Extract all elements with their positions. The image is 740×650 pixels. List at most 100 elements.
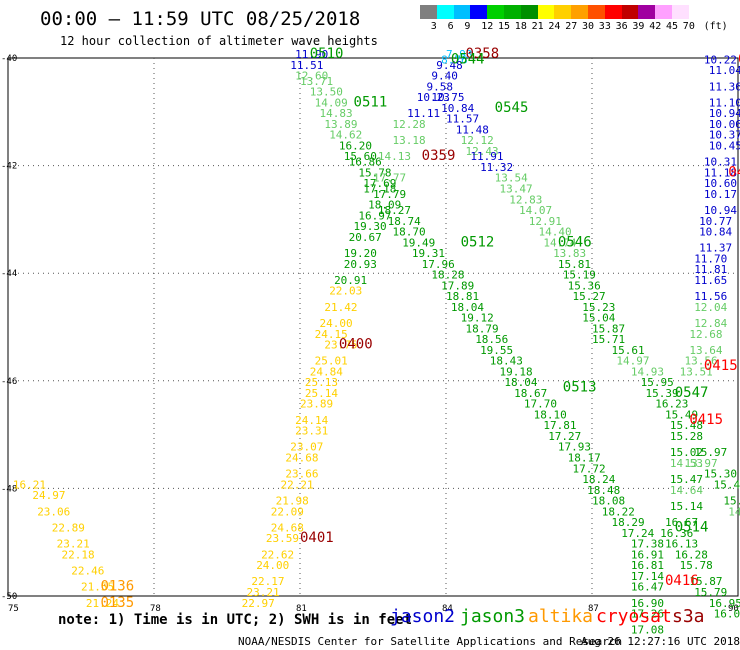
track-time-label: 0415 <box>689 412 723 428</box>
swh-value: 13.71 <box>300 75 333 88</box>
colorbar-label: 9 <box>464 21 471 32</box>
swh-value: 11.10 <box>709 96 740 109</box>
swh-value: 18.81 <box>446 290 479 303</box>
colorbar-swatch <box>436 5 454 19</box>
swh-value: 15.36 <box>568 279 601 292</box>
swh-value: 22.17 <box>251 575 284 588</box>
swh-value: 16.67 <box>665 516 698 529</box>
colorbar-swatch <box>537 5 555 19</box>
colorbar-label: 36 <box>615 21 628 32</box>
track-time-label: 0546 <box>558 234 592 250</box>
swh-value: 18.70 <box>392 226 425 239</box>
swh-value: 9.40 <box>431 70 458 83</box>
swh-value: 11.32 <box>480 161 513 174</box>
colorbar-swatch <box>571 5 588 19</box>
swh-value: 15.40 <box>714 478 740 491</box>
track-time-label: 0359 <box>422 148 456 164</box>
swh-value: 19.49 <box>402 236 435 249</box>
swh-value: 21.24 <box>86 597 119 610</box>
colorbar-swatch <box>554 5 572 19</box>
swh-value: 15.04 <box>582 312 615 325</box>
swh-value: 11.91 <box>470 150 503 163</box>
swh-value: 10.84 <box>441 102 474 115</box>
colorbar-label: 45 <box>666 21 679 32</box>
swh-value: 13.50 <box>310 86 343 99</box>
swh-value: 19.18 <box>500 365 533 378</box>
swh-value: 23.89 <box>300 398 333 411</box>
swh-value: 14.93 <box>631 365 664 378</box>
swh-value: 10.77 <box>699 215 732 228</box>
track-time-label: 0136 <box>100 579 134 595</box>
swh-value: 9.48 <box>436 59 463 72</box>
swh-value: 18.79 <box>465 322 498 335</box>
swh-value: 15.02 <box>670 446 703 459</box>
swh-value: 16.95 <box>709 597 740 610</box>
swh-value: 12.43 <box>465 145 498 158</box>
swh-value: 18.22 <box>602 505 635 518</box>
swh-value: 14.53 <box>670 457 703 470</box>
swh-value: 18.09 <box>368 199 401 212</box>
swh-value: 15.14 <box>670 500 703 513</box>
swh-value: 7.93 <box>446 48 473 61</box>
swh-value: 15.60 <box>344 150 377 163</box>
swh-value: 15.48 <box>670 419 703 432</box>
swh-value: 11.90 <box>295 48 328 61</box>
swh-value: 14.89 <box>728 505 740 518</box>
page-subtitle: 12 hour collection of altimeter wave hei… <box>60 34 378 48</box>
swh-value: 24.68 <box>271 521 304 534</box>
swh-value: 18.56 <box>475 333 508 346</box>
swh-value: 15.28 <box>670 430 703 443</box>
track-time-label: 0401 <box>300 530 334 546</box>
colorbar-label: 12 <box>481 21 494 32</box>
swh-value: 11.37 <box>699 242 732 255</box>
colorbar-swatch <box>672 5 689 19</box>
track-time-label: 0400 <box>339 337 373 353</box>
swh-value: 18.43 <box>490 355 523 368</box>
swh-value: 16.47 <box>631 581 664 594</box>
swh-value: 25.14 <box>305 387 338 400</box>
swh-value: 18.10 <box>534 408 567 421</box>
swh-value: 15.30 <box>704 468 737 481</box>
swh-value: 23.07 <box>290 441 323 454</box>
colorbar-swatch <box>453 5 471 19</box>
swh-value: 15.71 <box>592 333 625 346</box>
colorbar-swatch <box>420 5 437 19</box>
swh-value: 18.17 <box>568 452 601 465</box>
swh-value: 16.23 <box>655 398 688 411</box>
swh-value: 19.20 <box>344 247 377 260</box>
track-time-label: 0544 <box>451 51 485 67</box>
legend-s3a: s3a <box>672 606 705 627</box>
swh-value: 10.06 <box>709 118 740 131</box>
swh-value: 11.57 <box>446 113 479 126</box>
legend-altika: altika <box>528 606 594 627</box>
swh-value: 17.81 <box>543 419 576 432</box>
swh-value: 17.89 <box>441 279 474 292</box>
swh-value: 18.08 <box>592 495 625 508</box>
swh-value: 18.67 <box>514 387 547 400</box>
swh-value: 14.62 <box>329 129 362 142</box>
swh-value: 17.24 <box>621 527 654 540</box>
colorbar-swatch <box>638 5 656 19</box>
swh-value: 20.91 <box>334 274 367 287</box>
swh-value: 23.31 <box>295 425 328 438</box>
swh-value: 17.14 <box>631 570 664 583</box>
swh-value: 15.56 <box>723 495 740 508</box>
credit-text: NOAA/NESDIS Center for Satellite Applica… <box>238 635 623 648</box>
colorbar-label: 3 <box>430 21 437 32</box>
swh-value: 12.83 <box>509 193 542 206</box>
swh-value: 15.81 <box>558 258 591 271</box>
swh-value: 14.13 <box>378 150 411 163</box>
swh-value: 18.24 <box>582 473 615 486</box>
colorbar-swatch <box>588 5 605 19</box>
swh-value: 11.56 <box>694 290 727 303</box>
track-time-label: 0416 <box>665 573 699 589</box>
swh-value: 17.08 <box>631 624 664 637</box>
swh-value: 9.58 <box>427 80 454 93</box>
swh-value: 10.31 <box>704 156 737 169</box>
swh-value: 24.00 <box>256 559 289 572</box>
swh-value: 24.15 <box>315 328 348 341</box>
timestamp-text: Aug 26 12:27:16 UTC 2018 <box>581 635 740 648</box>
swh-value: 18.04 <box>504 376 537 389</box>
legend-jason2: jason2 <box>390 606 456 627</box>
swh-value: 11.04 <box>709 64 740 77</box>
